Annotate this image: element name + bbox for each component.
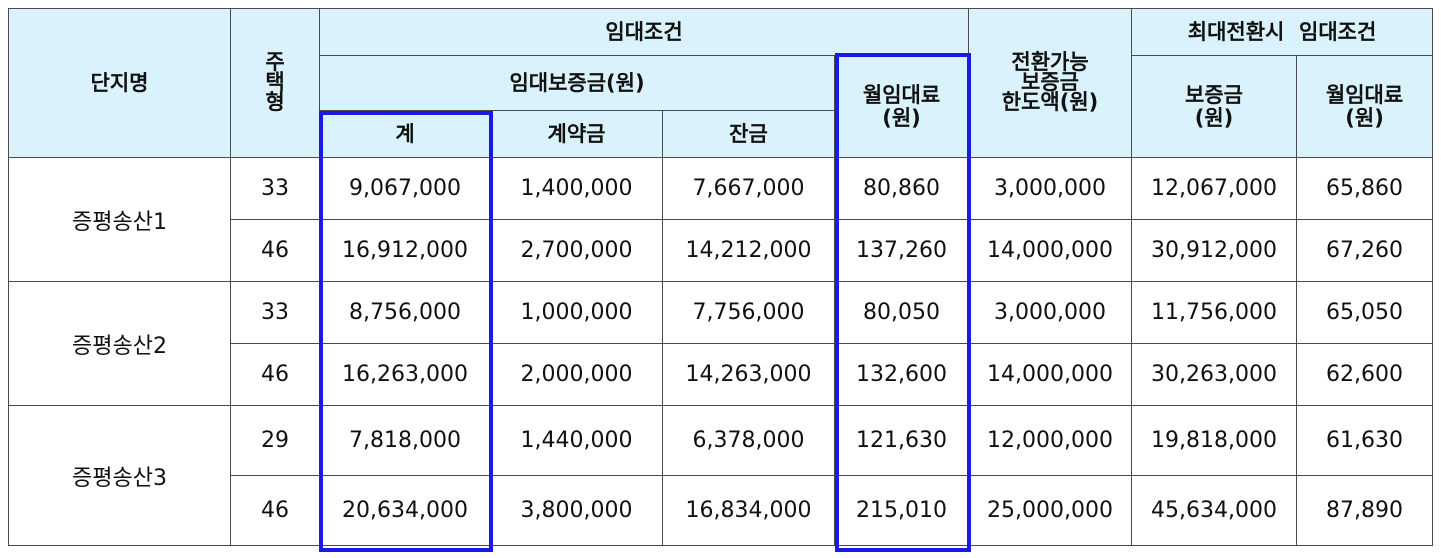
table-row: 46 20,634,000 3,800,000 16,834,000 215,0… — [9, 475, 1434, 546]
balance-cell: 7,667,000 — [662, 157, 835, 220]
max-deposit-cell: 30,263,000 — [1131, 343, 1298, 406]
header-house-type-label: 주택형 — [265, 50, 285, 114]
monthly-rent-cell: 80,860 — [833, 157, 970, 220]
header-max-monthly-rent: 월임대료 (원) — [1296, 55, 1434, 158]
balance-cell: 14,212,000 — [662, 219, 835, 282]
convertible-limit-cell: 3,000,000 — [968, 281, 1133, 344]
max-monthly-rent-cell: 62,600 — [1296, 343, 1434, 406]
monthly-rent-cell: 132,600 — [833, 343, 970, 406]
max-monthly-rent-cell: 65,860 — [1296, 157, 1434, 220]
max-monthly-rent-cell: 87,890 — [1296, 475, 1434, 546]
monthly-rent-cell: 137,260 — [833, 219, 970, 282]
complex-name-cell: 증평송산2 — [8, 281, 231, 406]
convertible-limit-cell: 3,000,000 — [968, 157, 1133, 220]
complex-name-cell: 증평송산3 — [8, 405, 231, 546]
monthly-rent-cell: 80,050 — [833, 281, 970, 344]
max-deposit-cell: 12,067,000 — [1131, 157, 1298, 220]
convertible-limit-cell: 12,000,000 — [968, 405, 1133, 476]
deposit-total-cell: 16,263,000 — [319, 343, 491, 406]
table-row: 증평송산3 29 7,818,000 1,440,000 6,378,000 1… — [8, 405, 1434, 546]
table-row: 46 16,912,000 2,700,000 14,212,000 137,2… — [9, 219, 1434, 282]
house-type-cell: 33 — [230, 281, 320, 344]
contract-cell: 2,000,000 — [490, 343, 663, 406]
balance-cell: 16,834,000 — [662, 475, 835, 546]
deposit-total-cell: 7,818,000 — [319, 405, 491, 476]
house-type-cell: 29 — [230, 405, 320, 476]
complex-name-cell: 증평송산1 — [8, 157, 231, 282]
convertible-limit-cell: 14,000,000 — [968, 343, 1133, 406]
max-monthly-rent-cell: 61,630 — [1296, 405, 1434, 476]
balance-cell: 6,378,000 — [662, 405, 835, 476]
header-complex-name: 단지명 — [8, 8, 231, 158]
max-deposit-cell: 30,912,000 — [1131, 219, 1298, 282]
max-deposit-cell: 19,818,000 — [1131, 405, 1298, 476]
max-monthly-rent-cell: 65,050 — [1296, 281, 1434, 344]
contract-cell: 2,700,000 — [490, 219, 663, 282]
house-type-cell: 46 — [230, 219, 320, 282]
deposit-total-cell: 9,067,000 — [319, 157, 491, 220]
header-max-conversion: 최대전환시 임대조건 — [1131, 8, 1434, 56]
header-total: 계 — [319, 110, 491, 158]
house-type-cell: 33 — [230, 157, 320, 220]
header-monthly-rent: 월임대료 (원) — [833, 55, 970, 158]
rent-conditions-table: 단지명 주택형 임대조건 전환가능 보증금 한도액(원) 최대전환시 임대조건 … — [8, 8, 1434, 546]
deposit-total-cell: 20,634,000 — [319, 475, 491, 546]
balance-cell: 7,756,000 — [662, 281, 835, 344]
header-convertible-limit: 전환가능 보증금 한도액(원) — [968, 8, 1133, 158]
contract-cell: 1,440,000 — [490, 405, 663, 476]
header-contract: 계약금 — [490, 110, 663, 158]
header-max-deposit: 보증금 (원) — [1131, 55, 1298, 158]
monthly-rent-cell: 215,010 — [833, 475, 970, 546]
contract-cell: 1,000,000 — [490, 281, 663, 344]
header-deposit: 임대보증금(원) — [319, 55, 835, 111]
max-deposit-cell: 11,756,000 — [1131, 281, 1298, 344]
house-type-cell: 46 — [230, 475, 320, 546]
balance-cell: 14,263,000 — [662, 343, 835, 406]
max-deposit-cell: 45,634,000 — [1131, 475, 1298, 546]
max-monthly-rent-cell: 67,260 — [1296, 219, 1434, 282]
convertible-limit-cell: 14,000,000 — [968, 219, 1133, 282]
header-house-type: 주택형 — [230, 8, 320, 158]
header-rent-conditions: 임대조건 — [318, 8, 970, 56]
contract-cell: 3,800,000 — [490, 475, 663, 546]
table-row: 증평송산2 33 8,756,000 1,000,000 7,756,000 8… — [8, 281, 1434, 406]
table-row: 증평송산1 33 9,067,000 1,400,000 7,667,000 8… — [8, 157, 1434, 282]
convertible-limit-cell: 25,000,000 — [968, 475, 1133, 546]
contract-cell: 1,400,000 — [490, 157, 663, 220]
header-balance: 잔금 — [662, 110, 835, 158]
house-type-cell: 46 — [230, 343, 320, 406]
monthly-rent-cell: 121,630 — [833, 405, 970, 476]
deposit-total-cell: 8,756,000 — [319, 281, 491, 344]
deposit-total-cell: 16,912,000 — [319, 219, 491, 282]
